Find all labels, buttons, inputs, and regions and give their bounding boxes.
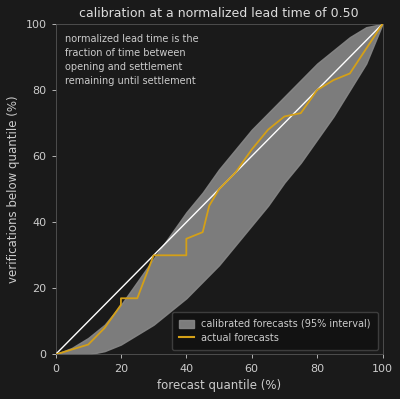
X-axis label: forecast quantile (%): forecast quantile (%) — [157, 379, 281, 392]
Y-axis label: verifications below quantile (%): verifications below quantile (%) — [7, 95, 20, 283]
Text: normalized lead time is the
fraction of time between
opening and settlement
rema: normalized lead time is the fraction of … — [65, 34, 199, 86]
Title: calibration at a normalized lead time of 0.50: calibration at a normalized lead time of… — [79, 7, 359, 20]
Legend: calibrated forecasts (95% interval), actual forecasts: calibrated forecasts (95% interval), act… — [172, 312, 378, 350]
